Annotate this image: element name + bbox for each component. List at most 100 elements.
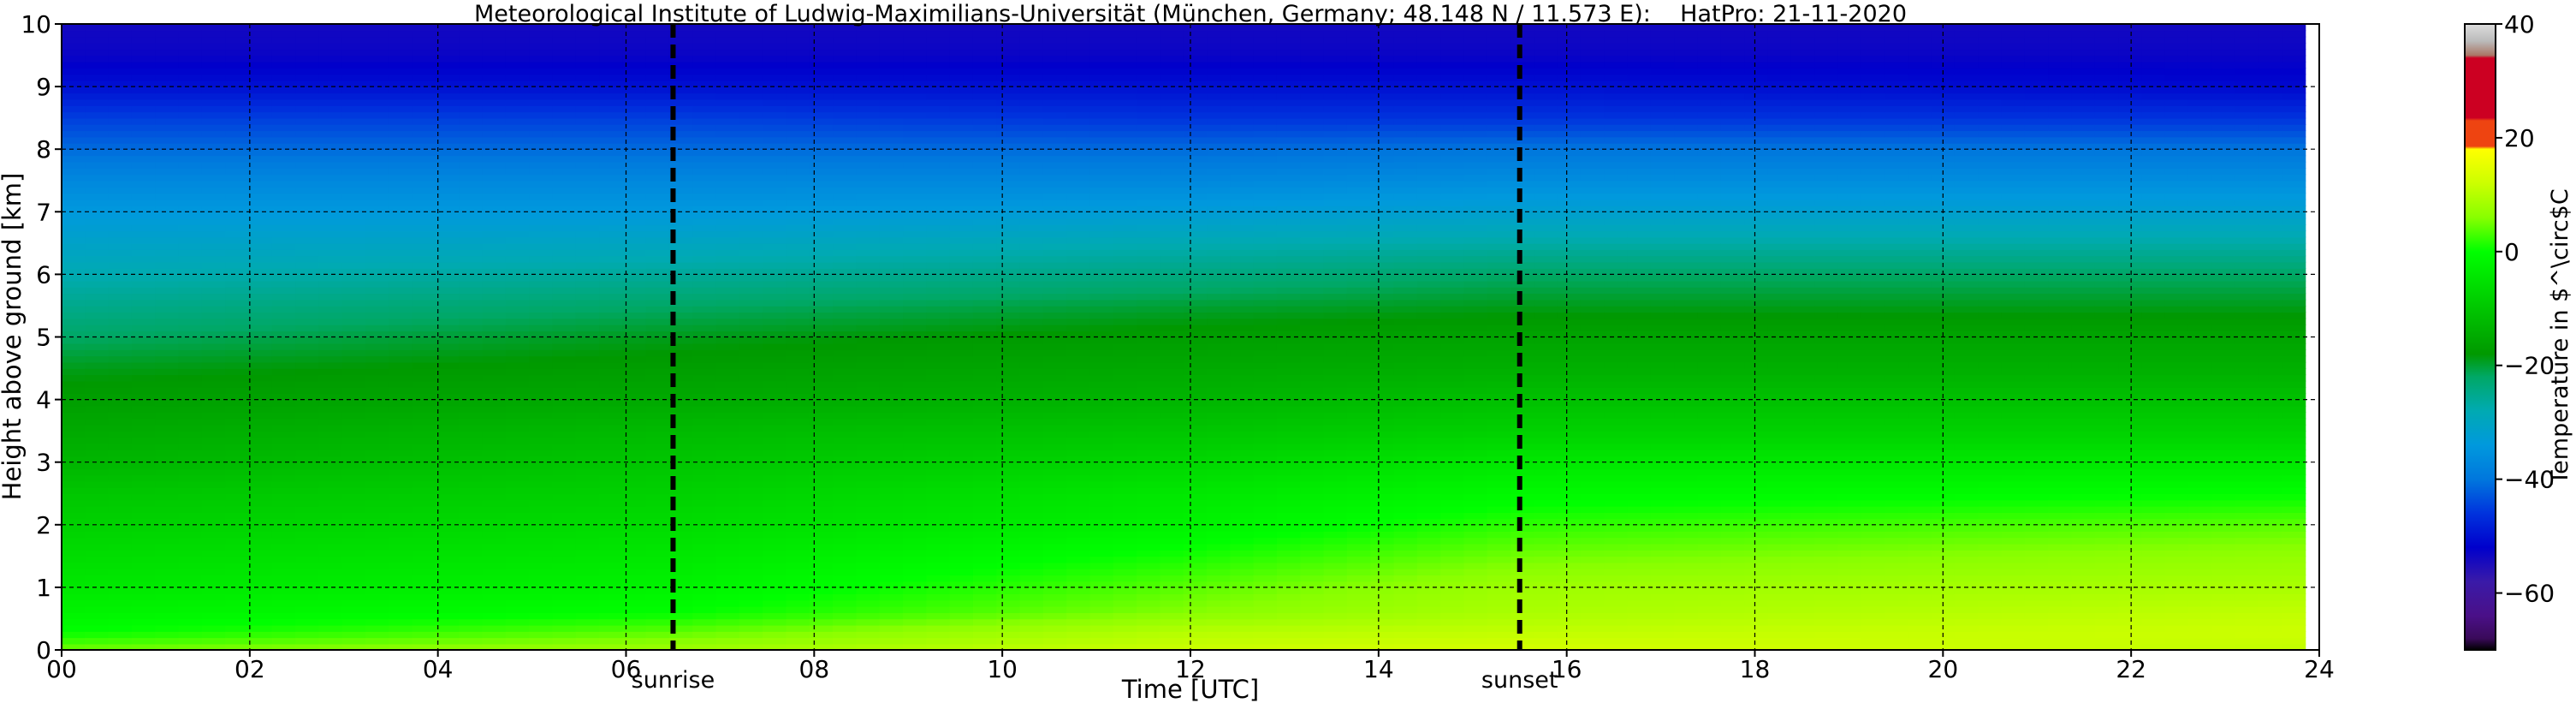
heatmap-cell <box>506 162 530 169</box>
heatmap-cell <box>225 431 249 438</box>
heatmap-cell <box>389 355 413 362</box>
heatmap-cell <box>342 431 366 438</box>
heatmap-cell <box>646 400 670 407</box>
heatmap-cell <box>248 274 272 281</box>
heatmap-cell <box>1090 243 1114 250</box>
heatmap-cell <box>272 80 296 87</box>
heatmap-cell <box>109 387 133 394</box>
heatmap-cell <box>856 255 880 262</box>
heatmap-cell <box>365 281 389 288</box>
heatmap-cell <box>1066 325 1090 331</box>
heatmap-cell <box>856 92 880 99</box>
heatmap-cell <box>248 99 272 106</box>
heatmap-cell <box>926 218 950 225</box>
heatmap-cell <box>529 493 553 500</box>
heatmap-cell <box>1184 506 1208 513</box>
heatmap-cell <box>973 444 997 450</box>
heatmap-cell <box>692 105 716 112</box>
heatmap-cell <box>950 224 974 231</box>
heatmap-cell <box>483 487 507 494</box>
heatmap-cell <box>202 331 226 337</box>
heatmap-cell <box>646 512 670 519</box>
heatmap-cell <box>459 168 483 175</box>
heatmap-cell <box>202 462 226 469</box>
heatmap-cell <box>1160 337 1184 344</box>
heatmap-cell <box>459 230 483 237</box>
heatmap-cell <box>926 500 950 507</box>
heatmap-cell <box>225 456 249 462</box>
heatmap-cell <box>1090 468 1114 475</box>
heatmap-cell <box>692 431 716 438</box>
heatmap-cell <box>365 74 389 80</box>
heatmap-cell <box>179 74 203 80</box>
heatmap-cell <box>272 206 296 212</box>
heatmap-cell <box>1090 255 1114 262</box>
heatmap-cell <box>903 137 927 144</box>
heatmap-cell <box>202 293 226 300</box>
heatmap-cell <box>903 168 927 175</box>
heatmap-cell <box>459 531 483 538</box>
heatmap-cell <box>132 37 156 44</box>
heatmap-cell <box>1020 374 1044 381</box>
heatmap-cell <box>202 468 226 475</box>
heatmap-cell <box>85 287 109 294</box>
heatmap-cell <box>225 331 249 337</box>
heatmap-cell <box>202 425 226 432</box>
heatmap-cell <box>459 487 483 494</box>
heatmap-cell <box>576 49 600 56</box>
heatmap-cell <box>85 218 109 225</box>
heatmap-cell <box>85 400 109 407</box>
heatmap-cell <box>716 531 740 538</box>
heatmap-cell <box>109 544 133 551</box>
heatmap-cell <box>1207 387 1231 394</box>
heatmap-cell <box>576 400 600 407</box>
heatmap-cell <box>903 537 927 544</box>
heatmap-cell <box>248 162 272 169</box>
heatmap-cell <box>365 349 389 356</box>
heatmap-cell <box>529 86 553 93</box>
heatmap-cell <box>1090 68 1114 74</box>
heatmap-cell <box>716 618 740 625</box>
heatmap-cell <box>365 86 389 93</box>
heatmap-cell <box>810 312 834 319</box>
heatmap-cell <box>763 293 786 300</box>
heatmap-cell <box>202 200 226 206</box>
heatmap-cell <box>365 118 389 125</box>
heatmap-cell <box>202 230 226 237</box>
heatmap-cell <box>763 631 786 638</box>
heatmap-cell <box>786 168 810 175</box>
heatmap-cell <box>739 200 763 206</box>
heatmap-cell <box>1090 30 1114 37</box>
heatmap-cell <box>739 525 763 532</box>
heatmap-cell <box>926 306 950 313</box>
heatmap-cell <box>389 230 413 237</box>
heatmap-cell <box>1113 237 1137 244</box>
heatmap-cell <box>272 274 296 281</box>
heatmap-cell <box>950 306 974 313</box>
heatmap-cell <box>109 287 133 294</box>
heatmap-cell <box>342 587 366 594</box>
heatmap-cell <box>1137 162 1160 169</box>
heatmap-cell <box>202 481 226 488</box>
heatmap-cell <box>365 124 389 131</box>
heatmap-cell <box>1184 531 1208 538</box>
heatmap-cell <box>436 362 460 369</box>
heatmap-cell <box>272 99 296 106</box>
heatmap-cell <box>1207 493 1231 500</box>
heatmap-cell <box>389 531 413 538</box>
heatmap-cell <box>880 268 904 275</box>
heatmap-cell <box>880 281 904 288</box>
heatmap-cell <box>1113 431 1137 438</box>
heatmap-cell <box>903 218 927 225</box>
heatmap-cell <box>880 255 904 262</box>
heatmap-cell <box>950 525 974 532</box>
heatmap-cell <box>950 181 974 188</box>
heatmap-cell <box>413 168 436 175</box>
heatmap-cell <box>459 593 483 600</box>
heatmap-cell <box>318 181 342 188</box>
heatmap-cell <box>389 68 413 74</box>
heatmap-cell <box>763 319 786 325</box>
heatmap-cell <box>880 537 904 544</box>
heatmap-cell <box>365 625 389 632</box>
heatmap-cell <box>1160 468 1184 475</box>
